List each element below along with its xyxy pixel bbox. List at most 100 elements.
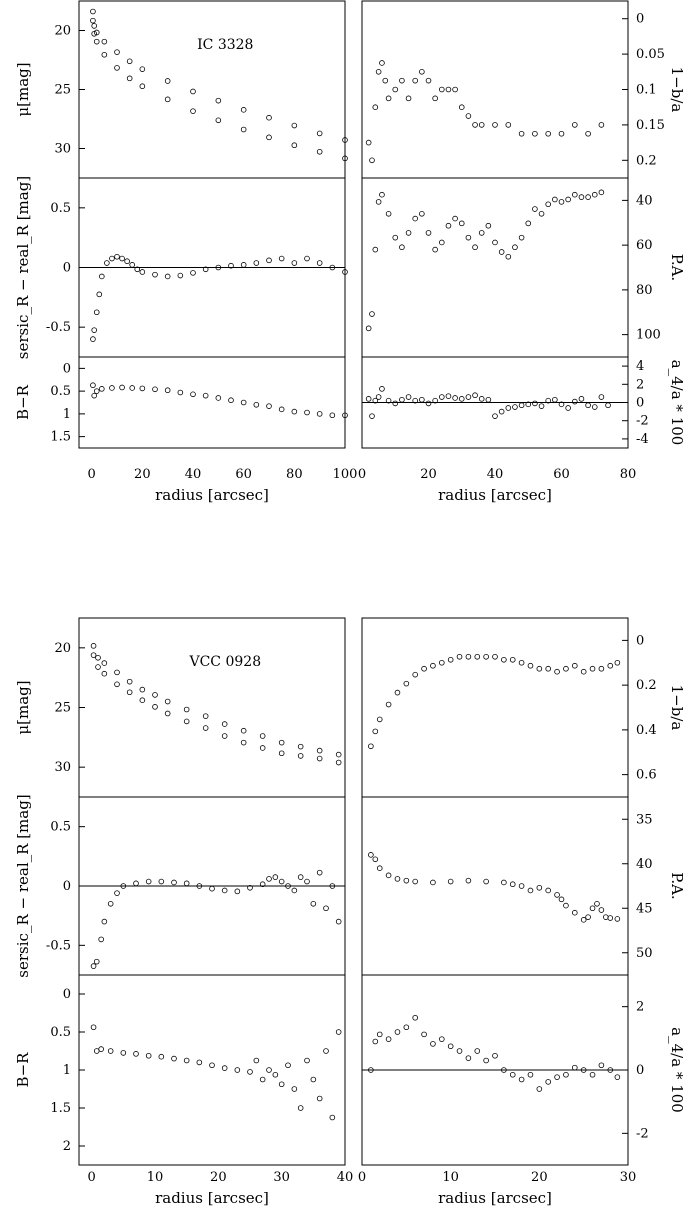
panel-frame: [78, 356, 346, 449]
data-point: [266, 876, 272, 882]
data-point: [571, 191, 578, 198]
y-tick-label: 2: [63, 1139, 71, 1154]
data-point: [368, 1067, 374, 1073]
data-point: [501, 879, 507, 886]
y-tick-label: 0.2: [636, 678, 657, 693]
data-point-series-1: [93, 38, 100, 45]
data-point: [119, 255, 125, 262]
data-point: [291, 887, 298, 894]
data-point-series-0: [297, 743, 304, 750]
y-tick-label: 0: [63, 879, 71, 894]
data-point: [412, 878, 419, 885]
data-point: [498, 408, 505, 415]
data-point-series-1: [101, 51, 108, 58]
data-point: [394, 689, 401, 696]
x-tick-label: 0: [358, 467, 366, 482]
data-point: [392, 86, 399, 93]
data-point-series-1: [278, 750, 285, 757]
data-point: [474, 1048, 481, 1054]
data-point: [545, 201, 551, 208]
data-point: [228, 262, 234, 269]
data-point: [114, 890, 120, 896]
data-point: [452, 395, 458, 401]
data-point-series-1: [342, 155, 348, 162]
data-point: [585, 194, 591, 200]
x-tick-label: 40: [487, 467, 504, 482]
data-point: [99, 386, 105, 392]
data-point: [285, 1062, 291, 1069]
data-point: [545, 130, 551, 137]
data-point: [107, 1048, 114, 1054]
data-point: [202, 392, 209, 399]
data-point: [465, 1055, 472, 1061]
data-point-series-0: [114, 669, 120, 676]
data-point: [316, 260, 323, 266]
data-point: [580, 917, 587, 923]
data-point: [589, 665, 596, 672]
data-point-series-1: [126, 689, 133, 696]
data-point: [240, 262, 247, 268]
data-point: [382, 77, 389, 84]
y-tick-label: 0.2: [636, 153, 657, 168]
data-point: [234, 1067, 241, 1073]
data-point-series-1: [240, 126, 247, 133]
y-tick-label: 0.5: [50, 1025, 71, 1040]
data-point-series-0: [202, 713, 209, 719]
data-point: [425, 77, 432, 84]
data-point-series-1: [90, 17, 96, 24]
data-point: [614, 1074, 621, 1080]
data-point: [492, 413, 498, 419]
data-point: [365, 325, 372, 332]
data-point: [375, 394, 382, 400]
data-point: [379, 60, 385, 66]
y-axis-title: μ[mag]: [14, 62, 32, 116]
data-point: [580, 1067, 587, 1073]
data-point: [505, 405, 512, 411]
y-axis-title: 1−b/a: [668, 67, 686, 113]
data-point: [607, 915, 614, 921]
data-point: [492, 653, 498, 660]
data-point: [585, 914, 591, 920]
data-point: [492, 1052, 498, 1059]
data-point-series-1: [183, 718, 190, 725]
data-point: [376, 865, 383, 871]
panel-1-left_column-0: 20 25 30 μ[mag] VCC 0928: [14, 617, 346, 798]
data-point-series-0: [266, 114, 272, 121]
panel-1-left_column-1: 0.5 0 -0.5 sersic_R − real_R [mag]: [14, 794, 346, 978]
data-point: [430, 1041, 436, 1047]
y-tick-label: 0.05: [636, 47, 665, 62]
y-tick-label: 2: [636, 377, 644, 392]
y-tick-label: 0: [63, 261, 71, 276]
y-tick-label: 25: [54, 83, 71, 98]
y-axis-title: μ[mag]: [14, 680, 32, 734]
data-point-series-1: [316, 755, 323, 762]
data-point: [536, 1086, 543, 1092]
data-point: [183, 1057, 190, 1064]
data-point: [518, 659, 525, 666]
data-point: [278, 878, 285, 885]
data-point: [375, 69, 382, 75]
data-point: [93, 388, 100, 394]
data-point: [456, 653, 463, 660]
data-point-series-0: [95, 654, 101, 661]
data-point-series-1: [335, 759, 342, 766]
data-point: [478, 230, 485, 236]
data-point: [101, 918, 108, 925]
data-point: [565, 405, 571, 411]
panel-0-left_column-0: 20 25 30 μ[mag] IC 3328: [14, 0, 348, 179]
x-tick-label: 20: [134, 467, 151, 482]
data-point-series-0: [190, 88, 196, 95]
data-point-series-0: [240, 107, 247, 113]
data-point: [505, 253, 512, 260]
data-point: [458, 220, 465, 227]
data-point: [323, 905, 329, 912]
y-axis-title: a_4/a * 100: [668, 1027, 686, 1113]
data-point-series-1: [126, 75, 133, 82]
data-point: [527, 887, 534, 894]
data-point: [385, 1036, 392, 1042]
data-point: [215, 264, 222, 271]
data-point: [91, 392, 97, 399]
y-tick-label: 25: [54, 701, 71, 716]
panel-1-right_column-1: 35 40 45 50 P.A.: [361, 796, 686, 976]
y-tick-label: 1.5: [50, 1101, 71, 1116]
